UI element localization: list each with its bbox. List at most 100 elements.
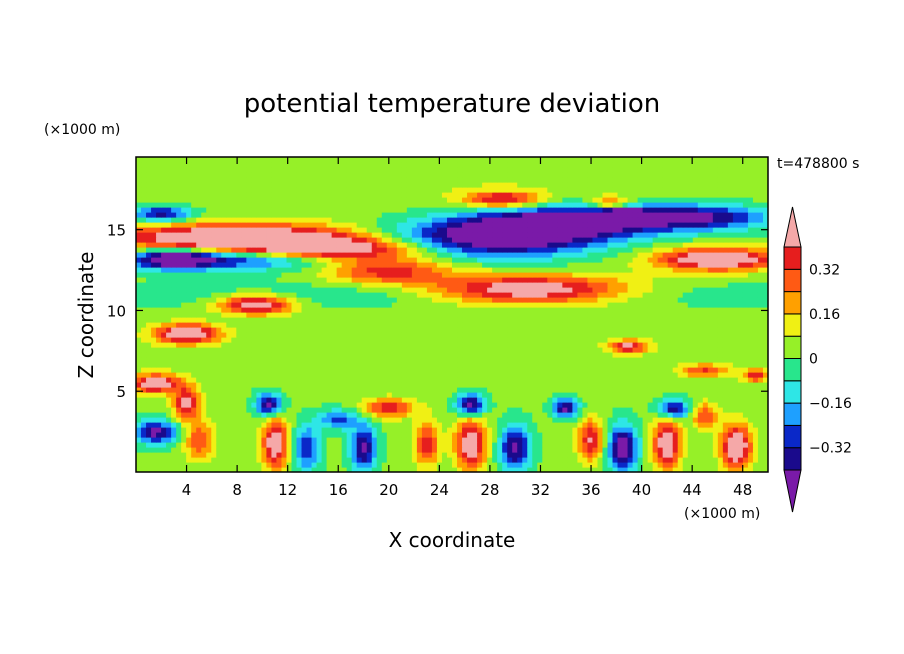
field-cell bbox=[231, 282, 237, 288]
field-cell bbox=[146, 357, 152, 363]
field-cell bbox=[181, 417, 187, 423]
field-cell bbox=[301, 392, 308, 398]
field-cell bbox=[331, 392, 338, 398]
field-cell bbox=[472, 442, 478, 448]
field-cell bbox=[457, 462, 463, 468]
field-cell bbox=[321, 377, 328, 383]
field-cell bbox=[667, 467, 674, 472]
field-cell bbox=[512, 452, 518, 458]
field-cell bbox=[632, 342, 639, 348]
field-cell bbox=[306, 377, 313, 383]
field-cell bbox=[582, 437, 589, 443]
field-cell bbox=[662, 392, 669, 398]
field-cell bbox=[672, 467, 679, 472]
field-cell bbox=[687, 377, 694, 383]
field-cell bbox=[221, 377, 227, 383]
field-cell bbox=[557, 337, 563, 343]
field-cell bbox=[266, 282, 273, 288]
field-cell bbox=[151, 412, 157, 418]
field-cell bbox=[236, 442, 242, 448]
field-cell bbox=[582, 397, 589, 403]
field-cell bbox=[411, 417, 418, 423]
field-cell bbox=[687, 392, 694, 398]
field-cell bbox=[351, 372, 358, 378]
field-cell bbox=[562, 287, 568, 293]
field-cell bbox=[737, 372, 744, 378]
field-cell bbox=[702, 337, 709, 343]
field-cell bbox=[356, 387, 363, 393]
field-cell bbox=[316, 437, 323, 443]
field-cell bbox=[457, 357, 463, 363]
field-cell bbox=[416, 437, 423, 443]
field-cell bbox=[512, 427, 518, 433]
field-cell bbox=[757, 397, 764, 403]
field-cell bbox=[381, 397, 388, 403]
field-cell bbox=[196, 327, 202, 333]
field-cell bbox=[261, 447, 268, 453]
field-cell bbox=[692, 392, 699, 398]
field-cell bbox=[326, 307, 333, 313]
field-cell bbox=[527, 322, 533, 328]
field-cell bbox=[482, 277, 488, 283]
field-cell bbox=[171, 377, 177, 383]
field-cell bbox=[567, 417, 573, 423]
field-cell bbox=[401, 362, 408, 368]
field-cell bbox=[156, 282, 162, 288]
field-cell bbox=[271, 462, 278, 468]
field-cell bbox=[266, 377, 273, 383]
field-cell bbox=[386, 272, 393, 278]
field-cell bbox=[296, 337, 303, 343]
field-cell bbox=[381, 282, 388, 288]
field-cell bbox=[542, 307, 548, 313]
field-cell bbox=[416, 332, 423, 338]
field-cell bbox=[472, 382, 478, 388]
field-cell bbox=[567, 342, 573, 348]
field-cell bbox=[587, 432, 594, 438]
field-cell bbox=[692, 352, 699, 358]
field-cell bbox=[321, 392, 328, 398]
field-cell bbox=[707, 282, 714, 288]
field-cell bbox=[627, 307, 634, 313]
field-cell bbox=[752, 447, 759, 453]
field-cell bbox=[532, 377, 538, 383]
field-cell bbox=[637, 467, 644, 472]
field-cell bbox=[211, 277, 217, 283]
field-cell bbox=[707, 342, 714, 348]
field-cell bbox=[527, 277, 533, 283]
field-cell bbox=[487, 342, 493, 348]
field-cell bbox=[647, 432, 654, 438]
field-cell bbox=[336, 437, 343, 443]
field-cell bbox=[261, 352, 268, 358]
field-cell bbox=[747, 447, 754, 453]
field-cell bbox=[682, 282, 689, 288]
field-cell bbox=[457, 372, 463, 378]
field-cell bbox=[201, 322, 207, 328]
field-cell bbox=[462, 342, 468, 348]
field-cell bbox=[311, 357, 318, 363]
field-cell bbox=[271, 337, 278, 343]
field-cell bbox=[472, 452, 478, 458]
field-cell bbox=[181, 322, 187, 328]
field-cell bbox=[452, 272, 458, 278]
field-cell bbox=[366, 322, 373, 328]
field-cell bbox=[336, 347, 343, 353]
field-cell bbox=[176, 317, 182, 323]
field-cell bbox=[652, 367, 659, 373]
field-cell bbox=[527, 372, 533, 378]
field-cell bbox=[141, 452, 147, 458]
field-cell bbox=[637, 387, 644, 393]
field-cell bbox=[311, 327, 318, 333]
field-cell bbox=[361, 452, 368, 458]
field-cell bbox=[707, 377, 714, 383]
field-cell bbox=[652, 362, 659, 368]
field-cell bbox=[401, 367, 408, 373]
field-cell bbox=[386, 417, 393, 423]
field-cell bbox=[296, 332, 303, 338]
field-cell bbox=[381, 437, 388, 443]
field-cell bbox=[196, 392, 202, 398]
field-cell bbox=[376, 307, 383, 313]
field-cell bbox=[742, 392, 749, 398]
field-cell bbox=[296, 317, 303, 323]
field-cell bbox=[226, 377, 232, 383]
field-cell bbox=[141, 392, 147, 398]
